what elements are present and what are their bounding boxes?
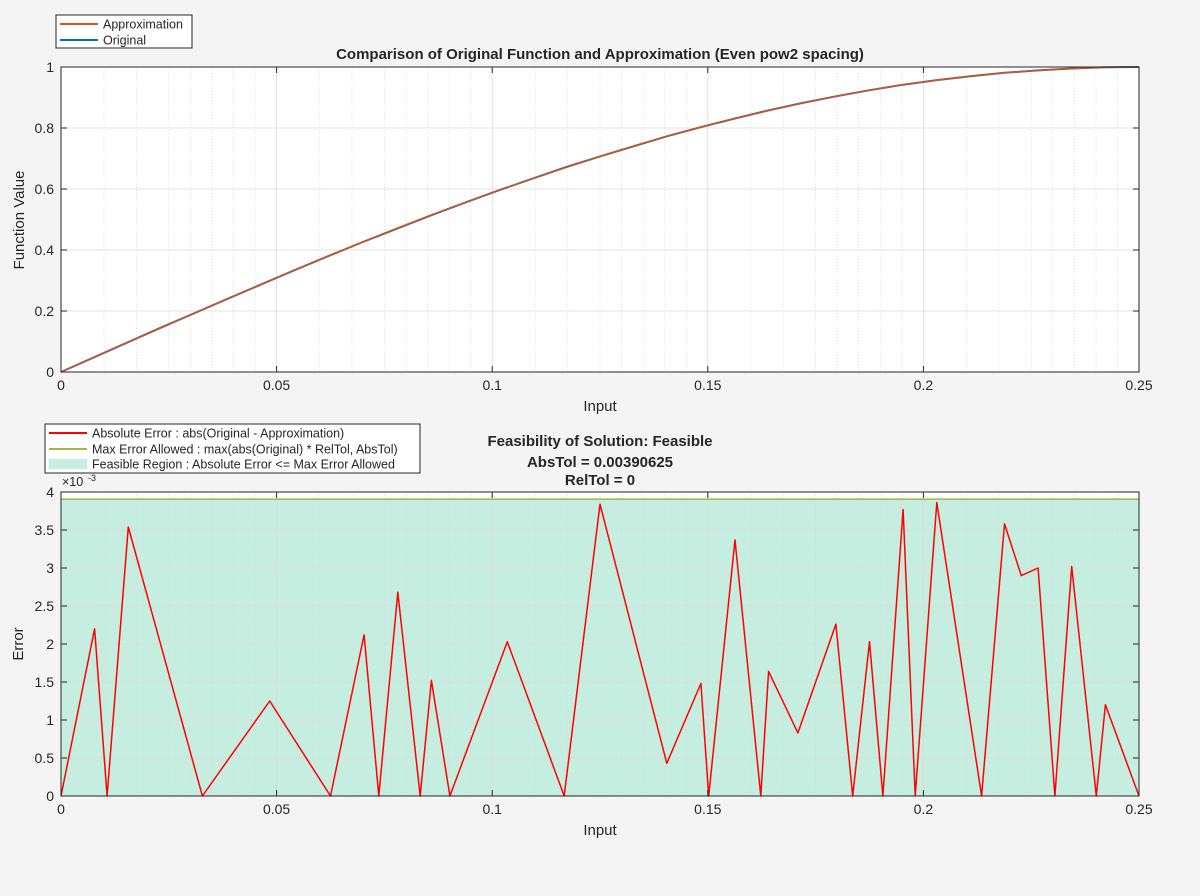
top-y-tick-label: 0.4 (35, 242, 55, 258)
top-y-tick-label: 0.8 (35, 120, 55, 136)
top-x-tick-label: 0.05 (263, 377, 290, 393)
top-x-tick-label: 0.15 (694, 377, 721, 393)
legend-approximation-label: Approximation (103, 18, 183, 32)
bottom-y-tick-label: 1 (46, 712, 54, 728)
bottom-x-tick-label: 0.15 (694, 801, 721, 817)
bottom-chart-subtitle-abstol: AbsTol = 0.00390625 (527, 454, 673, 471)
absolute-error-line[interactable] (60, 501, 1140, 797)
bottom-chart-title: Feasibility of Solution: Feasible (487, 433, 712, 450)
top-y-tick-label: 0.2 (35, 303, 55, 319)
bottom-x-tick-label: 0.25 (1125, 801, 1152, 817)
top-x-tick-label: 0.25 (1125, 377, 1152, 393)
bottom-y-tick-label: 3.5 (35, 522, 55, 538)
bottom-x-tick-label: 0 (57, 801, 65, 817)
bottom-y-tick-label: 0.5 (35, 750, 55, 766)
bottom-series (60, 498, 1140, 797)
exponent-power: -3 (88, 473, 96, 483)
bottom-ticks: 0 0.05 0.1 0.15 0.2 0.25 0 0.5 1 1.5 2 2.5 3 3.5 4 (35, 484, 1153, 817)
legend-original-label: Original (103, 34, 146, 48)
legend-max-error-label: Max Error Allowed : max(abs(Original) * … (92, 443, 398, 457)
bottom-y-tick-label: 4 (46, 484, 54, 500)
legend-feasible-region-label: Feasible Region : Absolute Error <= Max … (92, 458, 395, 472)
top-plot-area[interactable] (61, 67, 1139, 372)
top-plot-frame (60, 66, 1140, 373)
bottom-y-tick-label: 0 (46, 788, 54, 804)
approximation-line[interactable] (60, 66, 1140, 373)
bottom-legend-box (44, 423, 421, 474)
top-x-tick-label: 0 (57, 377, 65, 393)
top-x-tick-label: 0.1 (482, 377, 502, 393)
top-legend-box (55, 14, 193, 49)
bottom-legend[interactable]: Absolute Error : abs(Original - Approxim… (44, 423, 421, 474)
exponent-base: ×10 (62, 475, 83, 489)
top-y-tick-label: 0.6 (35, 181, 55, 197)
bottom-y-exponent: ×10 -3 (62, 473, 96, 489)
top-x-tick-label: 0.2 (914, 377, 934, 393)
legend-absolute-error-label: Absolute Error : abs(Original - Approxim… (92, 427, 344, 441)
bottom-y-tick-label: 1.5 (35, 674, 55, 690)
bottom-y-tick-label: 3 (46, 560, 54, 576)
bottom-y-tick-label: 2.5 (35, 598, 55, 614)
bottom-x-tick-label: 0.05 (263, 801, 290, 817)
top-ticks: 0 0.05 0.1 0.15 0.2 0.25 0 0.2 0.4 0.6 0.8 1 (35, 59, 1153, 393)
bottom-y-tick-label: 2 (46, 636, 54, 652)
bottom-plot: 0 0.05 0.1 0.15 0.2 0.25 0 0.5 1 1.5 2 2.5 3 3.5 4 Fea… (10, 423, 1153, 839)
top-plot: 0 0.05 0.1 0.15 0.2 0.25 0 0.2 0.4 0.6 0.8 1 Compar… (11, 14, 1153, 415)
top-y-tick-label: 0 (46, 364, 54, 380)
bottom-x-axis-label: Input (583, 822, 617, 839)
legend-feasible-region-swatch (49, 459, 87, 469)
bottom-x-tick-label: 0.1 (482, 801, 502, 817)
bottom-x-tick-label: 0.2 (914, 801, 934, 817)
top-y-axis-label: Function Value (11, 171, 28, 270)
top-y-tick-label: 1 (46, 59, 54, 75)
top-x-axis-label: Input (583, 398, 617, 415)
top-legend[interactable]: Approximation Original (55, 14, 193, 49)
top-chart-title: Comparison of Original Function and Appr… (336, 46, 864, 63)
top-series (60, 66, 1140, 373)
bottom-chart-subtitle-reltol: RelTol = 0 (565, 472, 635, 489)
bottom-y-axis-label: Error (10, 627, 27, 660)
